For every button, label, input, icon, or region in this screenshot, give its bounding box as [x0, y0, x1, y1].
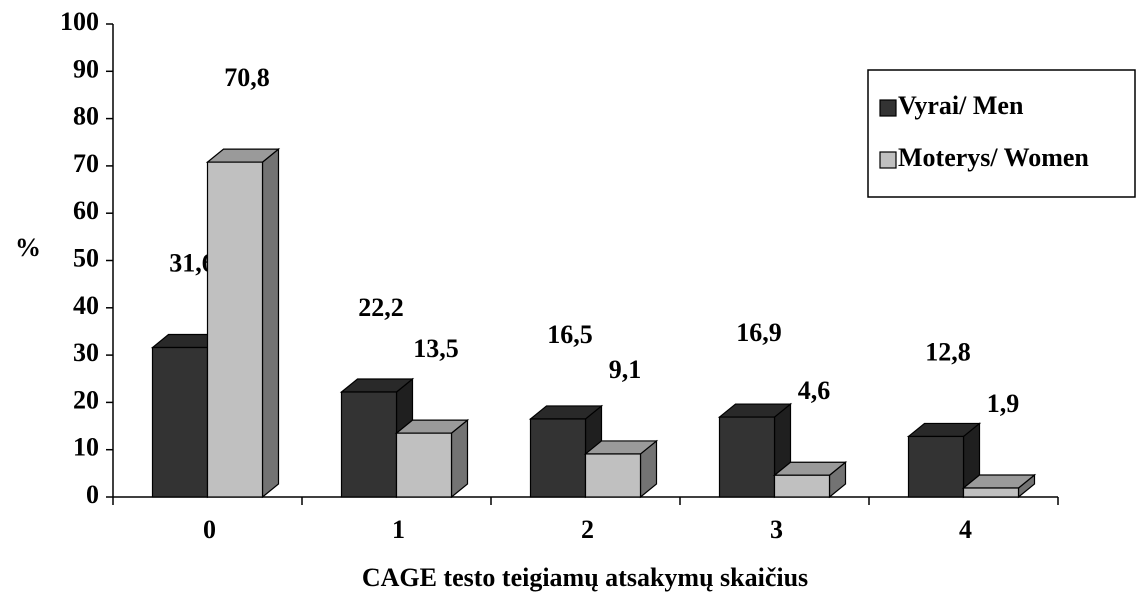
- bar-front: [340, 391, 398, 498]
- bar: [583, 439, 659, 499]
- legend-label: Moterys/ Women: [898, 143, 1089, 172]
- legend-box: [867, 69, 1136, 198]
- bar: [772, 460, 848, 499]
- value-label: 12,8: [925, 337, 971, 366]
- x-axis-label: CAGE testo teigiamų atsakymų skaičius: [362, 563, 808, 592]
- legend-swatch: [879, 151, 897, 169]
- bar: [906, 422, 982, 499]
- value-label: 22,2: [358, 293, 404, 322]
- y-tick-label: 20: [73, 385, 99, 414]
- value-label: 16,5: [547, 320, 593, 349]
- bar: [205, 147, 281, 499]
- y-tick-label: 40: [73, 291, 99, 320]
- x-tick-label: 1: [392, 515, 405, 544]
- bar-front: [718, 416, 776, 498]
- bar: [394, 418, 470, 499]
- bar-front: [962, 487, 1020, 498]
- bar-front: [395, 432, 453, 498]
- bar-front: [773, 474, 831, 498]
- bar-front: [151, 346, 209, 498]
- value-label: 16,9: [736, 318, 782, 347]
- y-tick-label: 100: [60, 7, 99, 36]
- y-tick-label: 90: [73, 54, 99, 83]
- value-label: 1,9: [987, 389, 1020, 418]
- y-tick-label: 70: [73, 149, 99, 178]
- y-tick-label: 30: [73, 338, 99, 367]
- y-tick-label: 50: [73, 243, 99, 272]
- bar-front: [584, 453, 642, 498]
- bar-front: [907, 435, 965, 498]
- legend-label: Vyrai/ Men: [898, 91, 1024, 120]
- value-label: 4,6: [798, 376, 831, 405]
- bar-front: [206, 161, 264, 498]
- y-tick-label: 10: [73, 433, 99, 462]
- y-tick-label: 60: [73, 196, 99, 225]
- y-tick-label: 0: [86, 480, 99, 509]
- x-tick-label: 0: [203, 515, 216, 544]
- x-tick-label: 4: [959, 515, 972, 544]
- bar-front: [529, 418, 587, 498]
- legend-swatch: [879, 99, 897, 117]
- x-tick-label: 3: [770, 515, 783, 544]
- bar: [961, 473, 1037, 499]
- value-label: 9,1: [609, 355, 642, 384]
- bar: [339, 377, 415, 499]
- value-label: 70,8: [224, 63, 270, 92]
- y-axis-label: %: [15, 233, 41, 262]
- bar-side: [261, 147, 280, 499]
- y-tick-label: 80: [73, 102, 99, 131]
- value-label: 13,5: [413, 334, 459, 363]
- bar: [717, 402, 793, 499]
- x-tick-label: 2: [581, 515, 594, 544]
